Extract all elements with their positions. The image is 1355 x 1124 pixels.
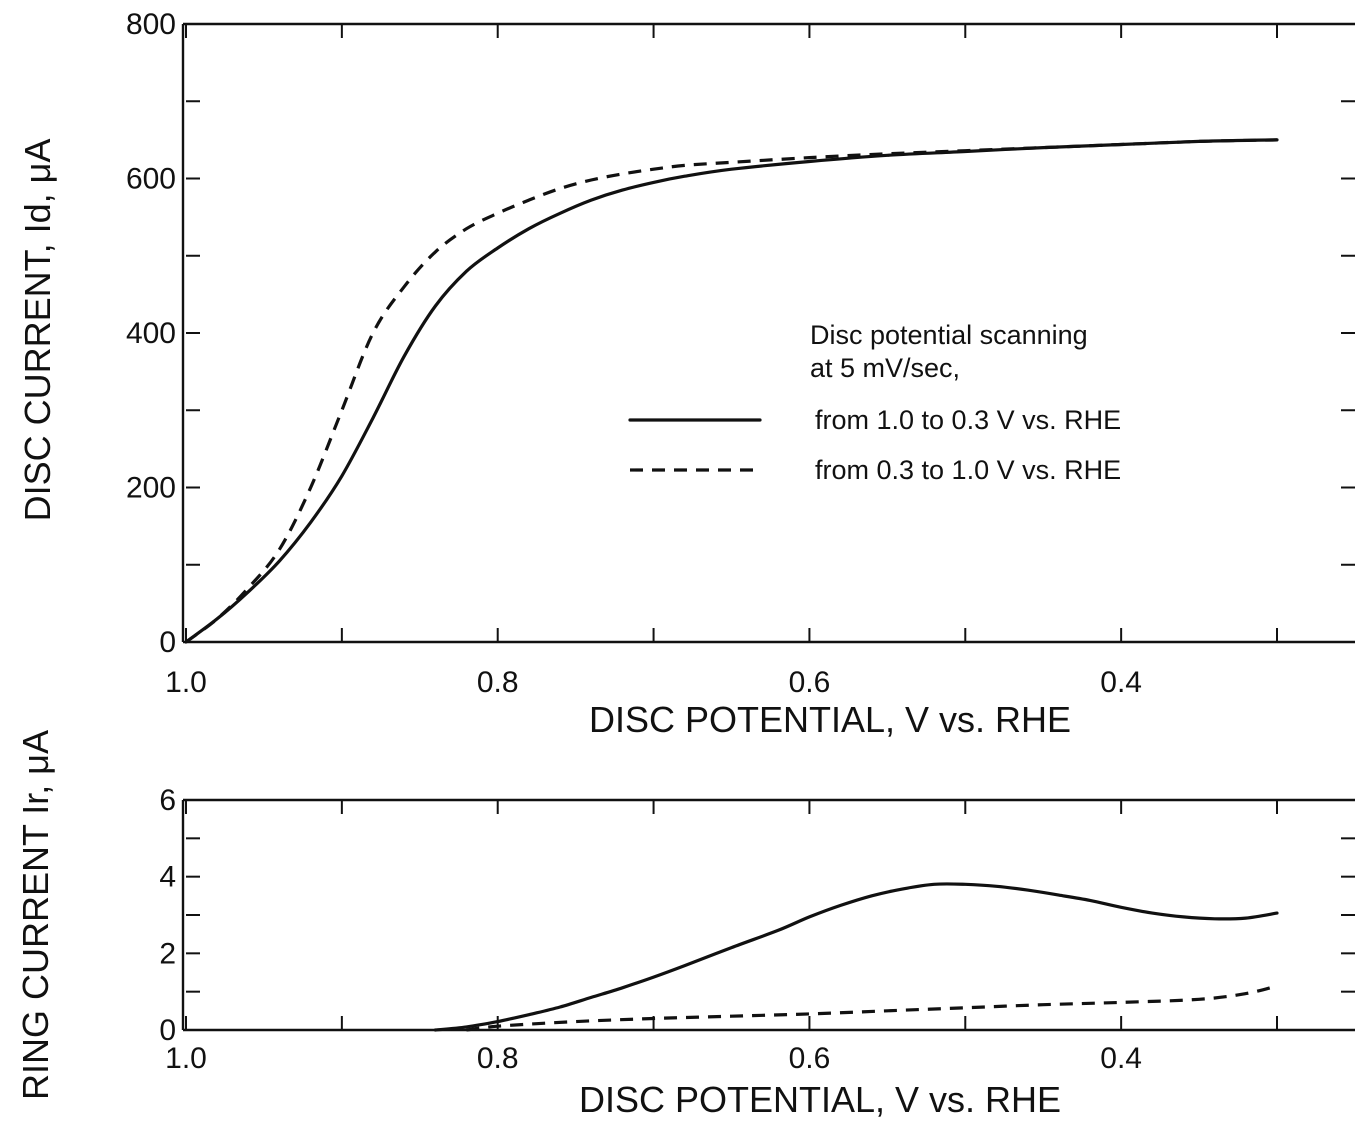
ring-x-tick-label: 0.4 [1100, 1042, 1142, 1075]
disc-y-tick-label: 400 [126, 317, 176, 350]
disc-x-tick-label: 0.4 [1100, 666, 1142, 699]
disc-plot-frame [181, 22, 1355, 644]
disc-current-chart: 1.0 0.8 0.6 0.4 0 200 400 600 800 DISC POTENTIA… [17, 8, 1355, 740]
legend: Disc potential scanning at 5 mV/sec, fro… [628, 320, 1121, 485]
disc-y-ticks [186, 23, 1355, 643]
legend-title-line-1: Disc potential scanning [810, 320, 1088, 350]
disc-x-tick-labels: 1.0 0.8 0.6 0.4 [165, 666, 1142, 699]
disc-y-tick-labels: 0 200 400 600 800 [126, 8, 176, 659]
ring-x-ticks [185, 800, 1278, 1030]
ring-x-axis-title: DISC POTENTIAL, V vs. RHE [579, 1079, 1061, 1120]
ring-y-tick-label: 4 [159, 861, 176, 894]
ring-series-dashed [466, 984, 1278, 1032]
disc-y-tick-label: 800 [126, 8, 176, 41]
legend-title-line-2: at 5 mV/sec, [810, 353, 960, 383]
ring-current-chart: 1.0 0.8 0.6 0.4 0 2 4 6 DISC POTENTIAL, V vs. … [15, 730, 1355, 1120]
ring-series-group [433, 882, 1279, 1032]
ring-y-tick-label: 6 [159, 784, 176, 817]
disc-x-axis-title: DISC POTENTIAL, V vs. RHE [589, 699, 1071, 740]
disc-x-tick-label: 0.6 [789, 666, 831, 699]
disc-series-solid [184, 138, 1279, 644]
disc-x-ticks [185, 24, 1278, 642]
disc-y-axis-title: DISC CURRENT, Id, μA [17, 139, 58, 522]
ring-x-tick-labels: 1.0 0.8 0.6 0.4 [165, 1042, 1142, 1075]
disc-y-tick-label: 600 [126, 163, 176, 196]
legend-solid-label: from 1.0 to 0.3 V vs. RHE [815, 405, 1121, 435]
ring-y-tick-labels: 0 2 4 6 [159, 784, 176, 1047]
ring-series-solid [433, 882, 1279, 1032]
ring-x-tick-label: 0.6 [789, 1042, 831, 1075]
disc-series-dashed [185, 138, 1278, 644]
disc-x-tick-label: 1.0 [165, 666, 207, 699]
disc-y-tick-label: 200 [126, 472, 176, 505]
disc-series-group [184, 138, 1279, 644]
disc-y-tick-label: 0 [159, 626, 176, 659]
ring-x-tick-label: 0.8 [477, 1042, 519, 1075]
disc-x-tick-label: 0.8 [477, 666, 519, 699]
ring-y-axis-title: RING CURRENT Ir, μA [15, 730, 56, 1100]
ring-x-tick-label: 1.0 [165, 1042, 207, 1075]
ring-y-ticks [186, 799, 1355, 1031]
ring-plot-frame [181, 798, 1355, 1032]
ring-y-tick-label: 2 [159, 937, 176, 970]
legend-dashed-label: from 0.3 to 1.0 V vs. RHE [815, 455, 1121, 485]
ring-y-tick-label: 0 [159, 1014, 176, 1047]
